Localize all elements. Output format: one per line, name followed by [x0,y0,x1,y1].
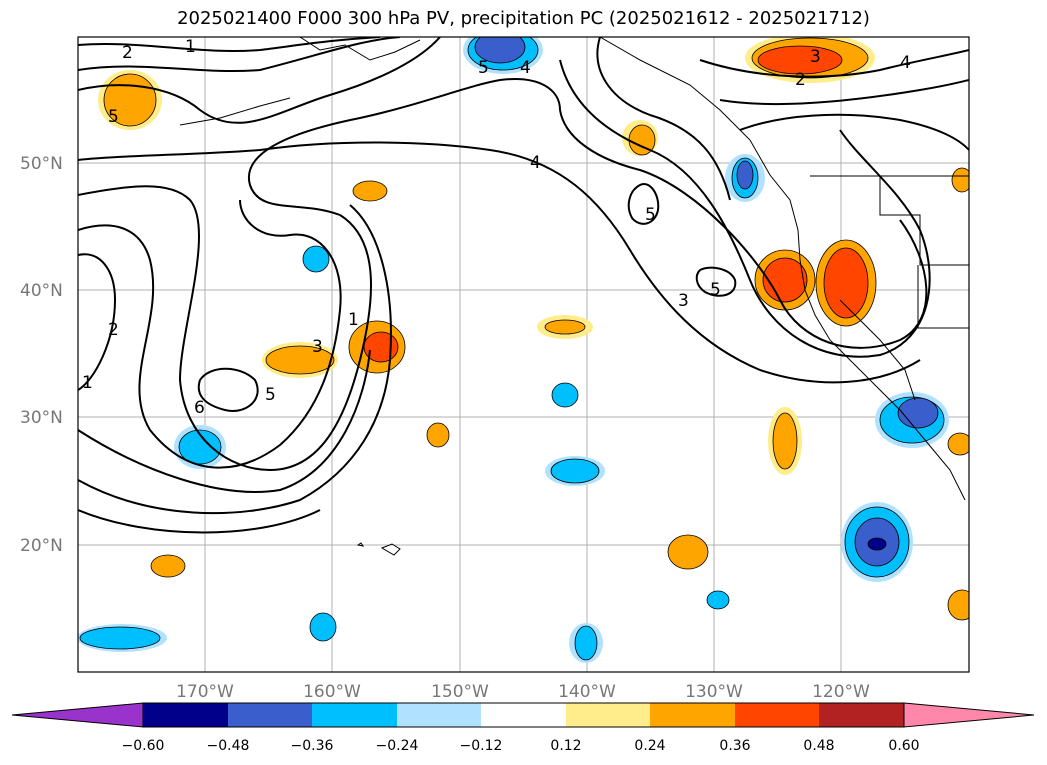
contour-label: 2 [108,320,119,340]
contour-label: 2 [122,43,133,63]
lon-label: 140°W [558,682,616,702]
contour-label: 5 [265,385,276,405]
map-frame [77,36,970,673]
colorbar-tick-label: −0.24 [376,738,419,754]
precip-blob [897,397,939,429]
precip-blob [309,612,337,642]
colorbar-tick-label: −0.60 [122,738,165,754]
colorbar-extend-low [11,702,144,728]
precip-blob [550,458,600,484]
precip-blob [772,412,798,470]
lon-label: 130°W [685,682,743,702]
precip-blob [474,37,526,64]
precip-blob [757,45,843,75]
colorbar-segment [566,703,650,727]
coastlines [179,37,969,556]
longitude-labels: 170°W 160°W 150°W 140°W 130°W 120°W [176,682,870,702]
colorbar-segment [228,703,312,727]
colorbar-extend-high [903,702,1035,728]
contour-label: 1 [82,373,93,393]
precip-blob [178,429,222,465]
pv-contour-labels: 2 1 5 2 3 4 5 4 5 1 3 5 3 2 4 1 6 5 [82,37,911,418]
contour-label: 4 [520,58,531,78]
contour-label: 3 [810,47,821,67]
precip-blob [951,167,969,193]
colorbar-tick-label: −0.48 [207,738,250,754]
colorbar-tick-label: 0.24 [634,738,665,754]
precip-blob [867,537,887,551]
colorbar-tick-label: −0.12 [460,738,503,754]
precip-blob [302,245,330,273]
colorbar-ticks: −0.60 −0.48 −0.36 −0.24 −0.12 0.12 0.24 … [122,738,920,754]
colorbar-tick-label: 0.36 [719,738,750,754]
contour-label: 5 [710,280,721,300]
lat-label: 50°N [20,154,63,174]
lon-label: 150°W [431,682,489,702]
contour-label: 5 [478,58,489,78]
colorbar-tick-label: 0.12 [550,738,581,754]
colorbar-segment [819,703,904,727]
colorbar-segment [481,703,566,727]
lat-label: 30°N [20,408,63,428]
precip-blob [736,160,754,190]
lat-label: 40°N [20,281,63,301]
colorbar-segment [312,703,397,727]
precip-negative-blobs [78,37,949,663]
precip-blob [544,319,586,335]
contour-label: 5 [645,205,656,225]
pv-contours [78,37,969,534]
contour-label: 1 [348,310,359,330]
figure-title: 2025021400 F000 300 hPa PV, precipitatio… [177,8,870,29]
precip-blob [352,180,388,202]
contour-label: 5 [108,107,119,127]
lon-label: 160°W [303,682,361,702]
precip-blob [706,590,730,610]
contour-label: 4 [900,53,911,73]
contour-label: 4 [530,153,541,173]
precip-blob [947,589,969,621]
colorbar-tick-label: −0.36 [291,738,334,754]
colorbar-segment [143,703,228,727]
map-area: 2 1 5 2 3 4 5 4 5 1 3 5 3 2 4 1 6 5 [78,37,969,672]
colorbar-tick-label: 0.48 [803,738,834,754]
contour-label: 2 [795,70,806,90]
lat-label: 20°N [20,536,63,556]
colorbar: −0.60 −0.48 −0.36 −0.24 −0.12 0.12 0.24 … [11,702,1035,754]
colorbar-segment [650,703,735,727]
precip-blob [265,345,335,375]
contour-label: 1 [185,37,196,57]
colorbar-segment [735,703,819,727]
latitude-labels: 50°N 40°N 30°N 20°N [20,154,63,556]
contour-label: 3 [678,291,689,311]
precip-blob [667,534,709,570]
colorbar-segment [397,703,481,727]
contour-label: 3 [312,337,323,357]
precip-blob [426,422,450,448]
precip-blob [79,626,161,650]
precip-blob [150,554,186,578]
contour-label: 6 [194,398,205,418]
colorbar-tick-label: 0.60 [888,738,919,754]
precip-blob [947,432,969,456]
lon-label: 170°W [176,682,234,702]
lon-label: 120°W [812,682,870,702]
precip-blob [574,625,598,661]
precip-blob [823,247,869,319]
precip-blob [551,382,579,408]
